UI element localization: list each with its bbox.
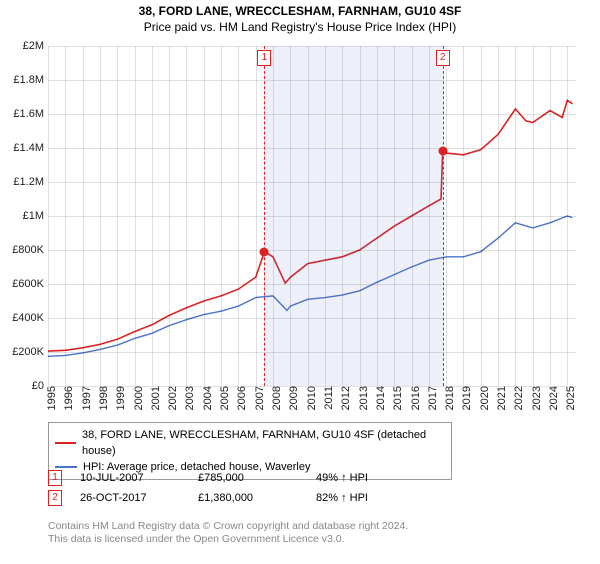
shaded-band (264, 46, 442, 386)
attribution-footer: Contains HM Land Registry data © Crown c… (48, 520, 408, 546)
xtick-label: 2006 (234, 386, 248, 410)
ytick-label: £2M (23, 40, 48, 52)
footer-line1: Contains HM Land Registry data © Crown c… (48, 520, 408, 533)
xtick-label: 2022 (511, 386, 525, 410)
gridline-v (169, 46, 170, 386)
xtick-label: 2002 (165, 386, 179, 410)
gridline-v (481, 46, 482, 386)
xtick-label: 2025 (563, 386, 577, 410)
gridline-v (186, 46, 187, 386)
sale-date: 26-OCT-2017 (80, 492, 180, 504)
chart-container: 38, FORD LANE, WRECCLESHAM, FARNHAM, GU1… (0, 4, 600, 564)
xtick-label: 1998 (96, 386, 110, 410)
sale-vs-hpi: 82% ↑ HPI (316, 492, 368, 504)
xtick-label: 2017 (425, 386, 439, 410)
xtick-label: 2012 (338, 386, 352, 410)
xtick-label: 1996 (61, 386, 75, 410)
ytick-label: £1.6M (13, 108, 48, 120)
xtick-label: 2019 (459, 386, 473, 410)
xtick-label: 2024 (546, 386, 560, 410)
sale-dot (438, 147, 447, 156)
legend-label: 38, FORD LANE, WRECCLESHAM, FARNHAM, GU1… (82, 427, 445, 459)
gridline-v (100, 46, 101, 386)
gridline-v (65, 46, 66, 386)
xtick-label: 2021 (494, 386, 508, 410)
legend-swatch (55, 442, 76, 444)
gridline-v (463, 46, 464, 386)
xtick-label: 2010 (304, 386, 318, 410)
legend-item: 38, FORD LANE, WRECCLESHAM, FARNHAM, GU1… (55, 427, 445, 459)
xtick-label: 2008 (269, 386, 283, 410)
xtick-label: 2005 (217, 386, 231, 410)
xtick-label: 2007 (252, 386, 266, 410)
xtick-label: 2016 (408, 386, 422, 410)
sale-index-icon: 1 (48, 470, 62, 486)
xtick-label: 2020 (477, 386, 491, 410)
gridline-v (515, 46, 516, 386)
xtick-label: 2011 (321, 386, 335, 410)
footer-line2: This data is licensed under the Open Gov… (48, 533, 408, 546)
gridline-v (204, 46, 205, 386)
gridline-v (135, 46, 136, 386)
ytick-label: £200K (12, 346, 48, 358)
xtick-label: 2001 (148, 386, 162, 410)
gridline-v (152, 46, 153, 386)
sale-price: £1,380,000 (198, 492, 298, 504)
xtick-label: 2004 (200, 386, 214, 410)
plot-area: £0£200K£400K£600K£800K£1M£1.2M£1.4M£1.6M… (48, 46, 576, 386)
gridline-v (446, 46, 447, 386)
gridline-v (238, 46, 239, 386)
gridline-v (221, 46, 222, 386)
xtick-label: 2009 (286, 386, 300, 410)
sale-index-icon: 2 (48, 490, 62, 506)
sale-vs-hpi: 49% ↑ HPI (316, 472, 368, 484)
xtick-label: 2000 (131, 386, 145, 410)
xtick-label: 1995 (44, 386, 58, 410)
ytick-label: £600K (12, 278, 48, 290)
gridline-v (83, 46, 84, 386)
sale-row: 2 26-OCT-2017 £1,380,000 82% ↑ HPI (48, 488, 368, 508)
xtick-label: 2018 (442, 386, 456, 410)
xtick-label: 2023 (529, 386, 543, 410)
gridline-v (498, 46, 499, 386)
ytick-label: £800K (12, 244, 48, 256)
ytick-label: £1.8M (13, 74, 48, 86)
sale-price: £785,000 (198, 472, 298, 484)
title-subtitle: Price paid vs. HM Land Registry's House … (0, 20, 600, 34)
sale-marker-label: 1 (257, 50, 271, 66)
gridline-v (48, 46, 49, 386)
sale-dot (260, 247, 269, 256)
xtick-label: 2003 (182, 386, 196, 410)
sale-vline (443, 46, 444, 386)
sale-vline (264, 46, 265, 386)
ytick-label: £1M (23, 210, 48, 222)
gridline-v (117, 46, 118, 386)
ytick-label: £1.4M (13, 142, 48, 154)
sale-date: 10-JUL-2007 (80, 472, 180, 484)
gridline-v (550, 46, 551, 386)
xtick-label: 2014 (373, 386, 387, 410)
ytick-label: £1.2M (13, 176, 48, 188)
xtick-label: 2015 (390, 386, 404, 410)
titles: 38, FORD LANE, WRECCLESHAM, FARNHAM, GU1… (0, 4, 600, 34)
gridline-v (533, 46, 534, 386)
gridline-v (256, 46, 257, 386)
ytick-label: £400K (12, 312, 48, 324)
xtick-label: 1997 (79, 386, 93, 410)
sale-marker-label: 2 (436, 50, 450, 66)
sale-row: 1 10-JUL-2007 £785,000 49% ↑ HPI (48, 468, 368, 488)
sales-table: 1 10-JUL-2007 £785,000 49% ↑ HPI 2 26-OCT-201… (48, 468, 368, 508)
xtick-label: 1999 (113, 386, 127, 410)
gridline-v (567, 46, 568, 386)
xtick-label: 2013 (356, 386, 370, 410)
title-address: 38, FORD LANE, WRECCLESHAM, FARNHAM, GU1… (0, 4, 600, 18)
